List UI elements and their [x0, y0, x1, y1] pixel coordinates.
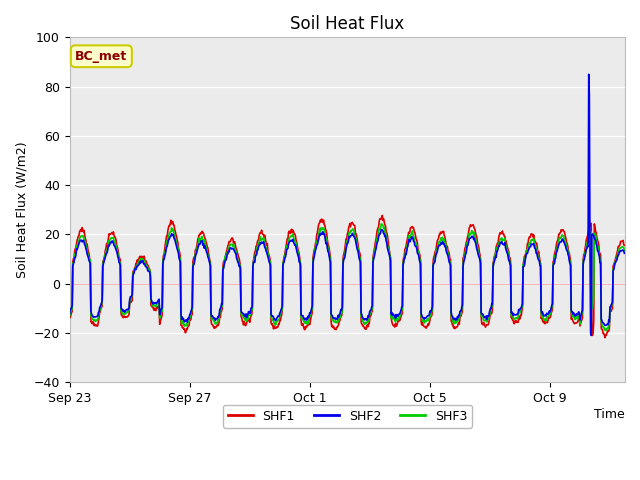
Text: BC_met: BC_met	[76, 50, 127, 63]
Y-axis label: Soil Heat Flux (W/m2): Soil Heat Flux (W/m2)	[15, 142, 28, 278]
Legend: SHF1, SHF2, SHF3: SHF1, SHF2, SHF3	[223, 405, 472, 428]
X-axis label: Time: Time	[595, 408, 625, 420]
Title: Soil Heat Flux: Soil Heat Flux	[290, 15, 404, 33]
